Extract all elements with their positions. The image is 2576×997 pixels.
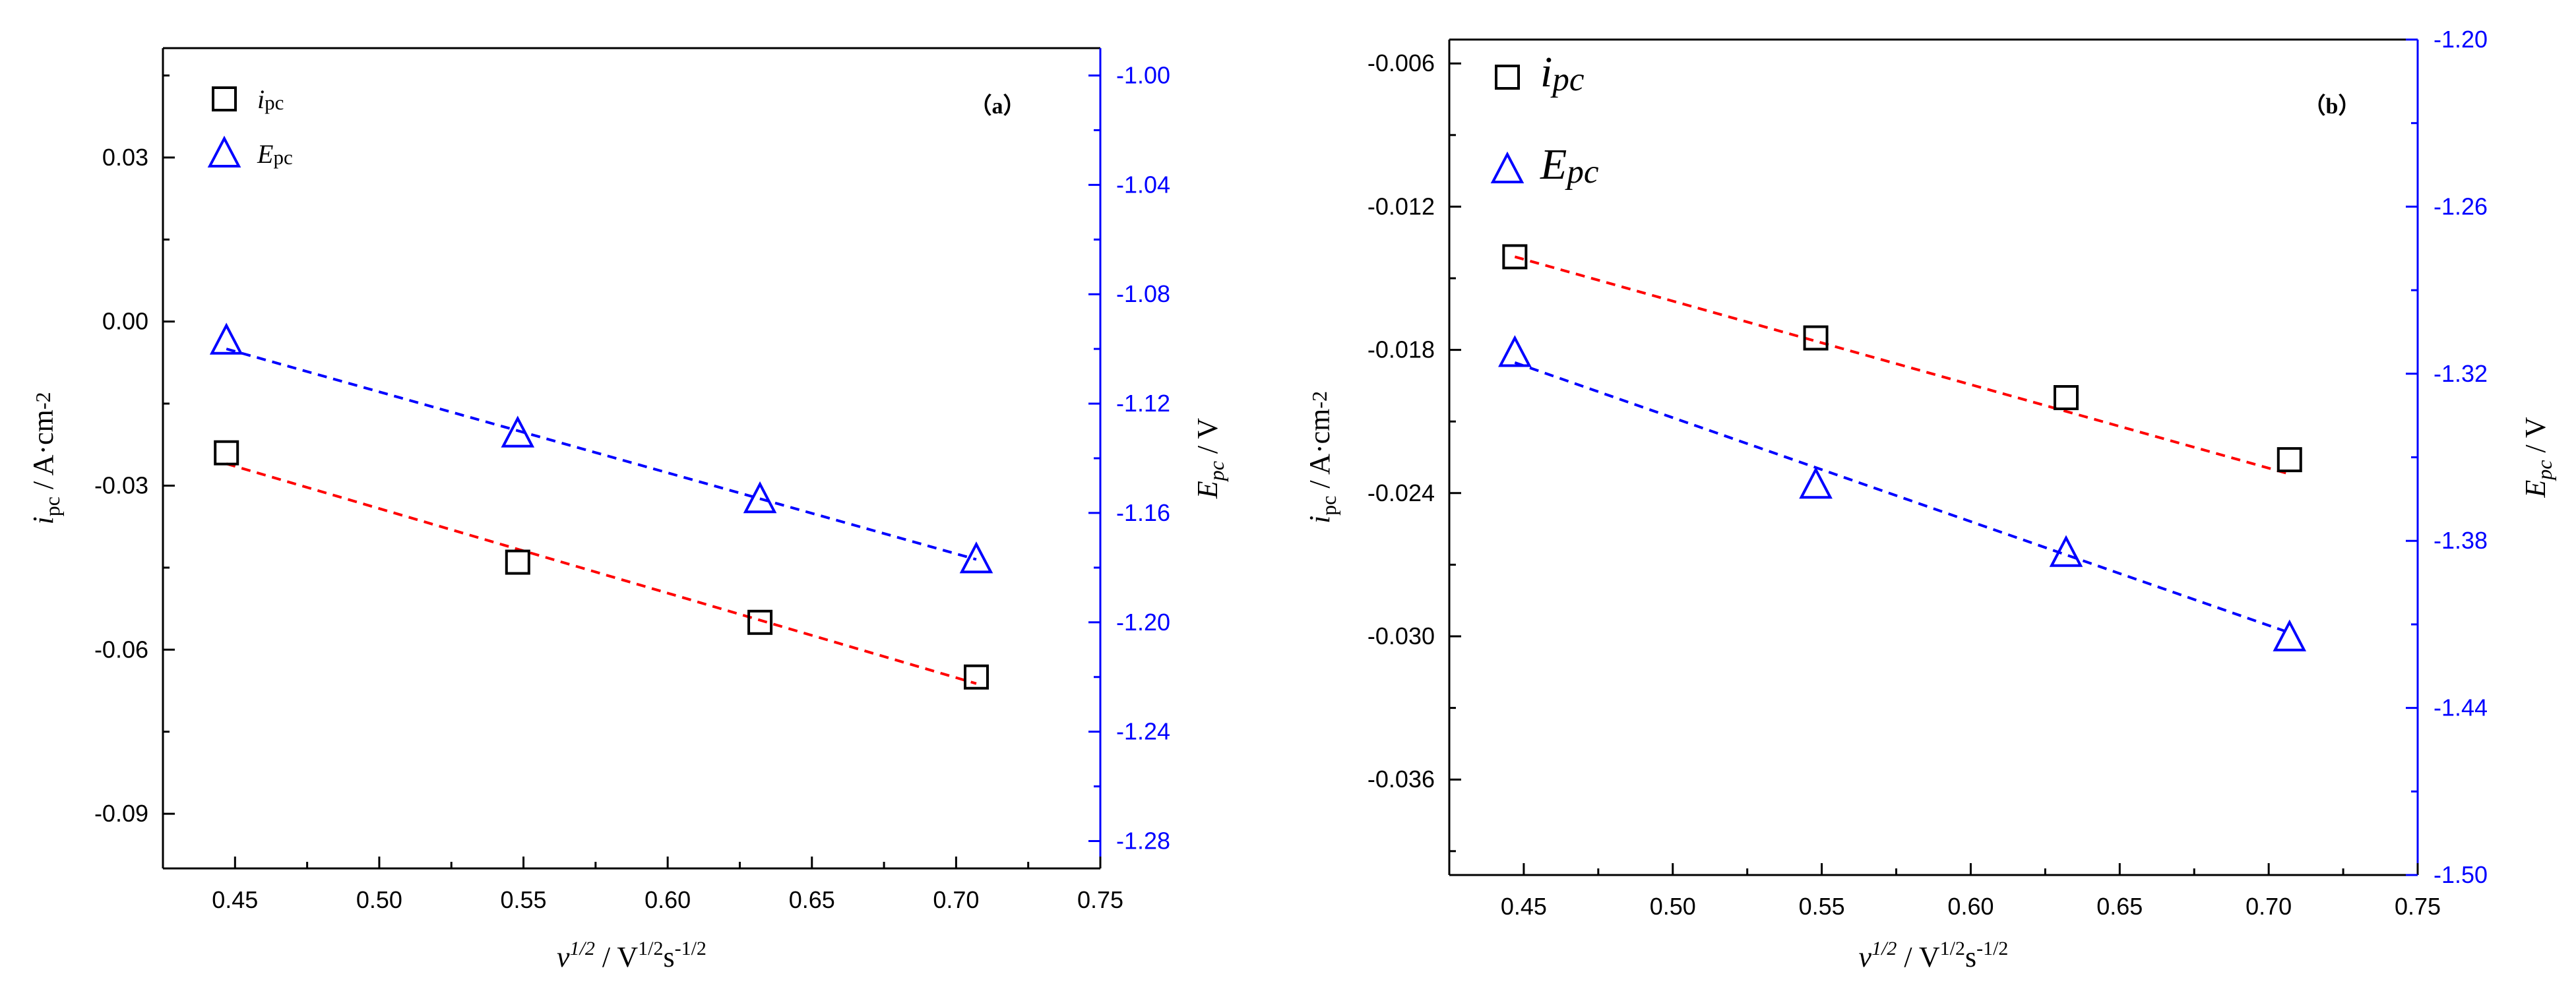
epc-point (2273, 619, 2307, 651)
left-y-tick-label: -0.036 (1367, 766, 1435, 793)
legend-triangle-icon (207, 135, 241, 167)
epc-point (209, 322, 243, 355)
legend-label-ipc: ipc (257, 84, 284, 114)
legend-label-ipc: ipc (1540, 48, 1585, 98)
epc-point (1498, 335, 1532, 367)
legend-square-icon (1495, 65, 1520, 90)
left-axis-title: ipc / A·cm-2 (27, 392, 64, 524)
x-axis-title: v1/2 / V1/2s-1/2 (557, 938, 707, 973)
right-y-tick-label: -1.12 (1116, 390, 1170, 417)
right-y-tick-label: -1.32 (2434, 360, 2488, 387)
left-y-tick-label: -0.030 (1367, 622, 1435, 650)
right-axis-title: Epc / V (1191, 418, 1228, 500)
fit-line-epc (226, 347, 977, 561)
chart-panel-b: 0.45 0.50 0.55 0.60 0.65 0.70 0.75 -0.036 -0.030… (1304, 26, 2556, 973)
epc-point (501, 415, 535, 448)
x-tick-label: 0.45 (212, 886, 258, 913)
x-tick-label: 0.70 (2246, 893, 2292, 920)
x-tick-label: 0.65 (2096, 893, 2143, 920)
right-y-tick-label: -1.04 (1116, 171, 1170, 198)
left-y-tick-label: -0.018 (1367, 336, 1435, 363)
panel-label: （a） (970, 93, 1026, 119)
left-y-tick-label: -0.09 (94, 800, 148, 827)
x-tick-label: 0.65 (789, 886, 835, 913)
legend-label-epc: Epc (257, 139, 293, 169)
epc-point (743, 481, 777, 514)
legend-label-epc: Epc (1540, 140, 1599, 191)
right-y-tick-label: -1.20 (2434, 26, 2488, 53)
ipc-point (963, 664, 989, 690)
right-y-tick-label: -1.44 (2434, 694, 2488, 721)
x-tick-label: 0.75 (2395, 893, 2441, 920)
left-y-tick-label: -0.06 (94, 636, 148, 663)
x-tick-label: 0.60 (644, 886, 691, 913)
fit-line-ipc (1514, 255, 2290, 475)
left-y-tick-label: -0.03 (94, 471, 148, 498)
left-y-tick-label: -0.024 (1367, 479, 1435, 506)
right-y-tick-label: -1.00 (1116, 61, 1170, 88)
x-tick-label: 0.50 (1650, 893, 1696, 920)
x-tick-label: 0.50 (356, 886, 402, 913)
left-axis-title: ipc / A·cm-2 (1304, 391, 1340, 524)
x-tick-label: 0.75 (1077, 886, 1123, 913)
ipc-point (214, 440, 239, 466)
right-y-tick-label: -1.28 (1116, 828, 1170, 855)
fit-line-ipc (226, 462, 977, 685)
left-y-tick-label: -0.006 (1367, 49, 1435, 76)
right-y-tick-label: -1.20 (1116, 609, 1170, 636)
right-y-tick-label: -1.50 (2434, 861, 2488, 888)
right-y-tick-label: -1.38 (2434, 527, 2488, 554)
legend-triangle-icon (1490, 151, 1524, 183)
x-tick-label: 0.70 (933, 886, 979, 913)
right-y-tick-label: -1.08 (1116, 280, 1170, 307)
chart-panel-a: 0.45 0.50 0.55 0.60 0.65 0.70 0.75 -0.09 -0.06 -0… (27, 47, 1228, 973)
right-y-tick-label: -1.16 (1116, 499, 1170, 526)
panel-label: （b） (2304, 93, 2361, 119)
epc-point (1799, 467, 1833, 499)
ipc-point (1502, 244, 1528, 270)
left-y-tick-label: 0.03 (102, 144, 148, 171)
left-y-tick-label: 0.00 (102, 308, 148, 335)
ipc-point (747, 609, 773, 635)
x-tick-label: 0.60 (1947, 893, 1994, 920)
epc-point (2049, 535, 2083, 567)
epc-point (959, 541, 993, 574)
ipc-point (1803, 325, 1829, 351)
x-tick-label: 0.55 (1799, 893, 1845, 920)
x-tick-label: 0.45 (1501, 893, 1547, 920)
ipc-point (505, 549, 530, 575)
ipc-point (2277, 447, 2302, 473)
x-tick-label: 0.55 (500, 886, 546, 913)
right-y-tick-label: -1.26 (2434, 193, 2488, 220)
ipc-point (2054, 385, 2079, 410)
legend-square-icon (212, 86, 237, 111)
x-axis-title: v1/2 / V1/2s-1/2 (1859, 938, 2009, 973)
right-axis-title: Epc / V (2519, 417, 2556, 498)
fit-line-epc (1514, 361, 2290, 634)
right-y-tick-label: -1.24 (1116, 718, 1170, 745)
left-y-tick-label: -0.012 (1367, 193, 1435, 220)
